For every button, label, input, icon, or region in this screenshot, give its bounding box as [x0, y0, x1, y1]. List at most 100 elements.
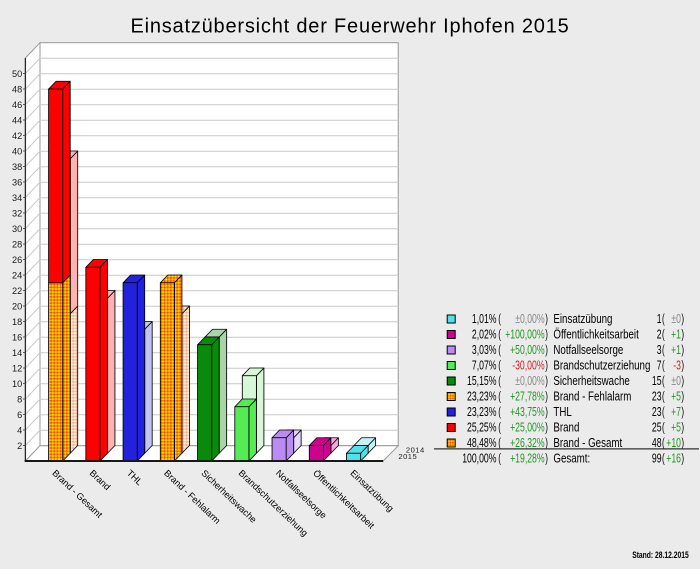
svg-text:32: 32	[12, 209, 22, 219]
svg-text:24: 24	[12, 271, 22, 281]
svg-text:30: 30	[12, 224, 22, 234]
svg-text:3,03%: 3,03%	[472, 343, 497, 357]
svg-text:(: (	[662, 343, 665, 357]
svg-text:26: 26	[12, 255, 22, 265]
svg-text:(: (	[498, 358, 501, 372]
svg-text:48: 48	[652, 436, 662, 450]
svg-text:23,23%: 23,23%	[467, 405, 497, 419]
svg-text:Brand - Fehlalarm: Brand - Fehlalarm	[553, 389, 631, 403]
svg-text:8: 8	[17, 395, 22, 405]
svg-text:25: 25	[652, 420, 662, 434]
svg-text:23: 23	[652, 405, 662, 419]
svg-text:18: 18	[12, 317, 22, 327]
svg-text:+1: +1	[671, 343, 681, 357]
svg-text:6: 6	[17, 410, 22, 420]
svg-text:15,15%: 15,15%	[467, 374, 497, 388]
svg-text:40: 40	[12, 147, 22, 157]
svg-text:99: 99	[652, 452, 662, 466]
svg-text:+27,78%: +27,78%	[510, 389, 545, 403]
svg-text:2014: 2014	[406, 445, 425, 454]
svg-text:Sicherheitswache: Sicherheitswache	[553, 374, 629, 388]
svg-text:(: (	[662, 420, 665, 434]
svg-text:Einsatzübersicht der Feuerwehr: Einsatzübersicht der Feuerwehr Iphofen 2…	[130, 16, 569, 38]
svg-text:50: 50	[12, 69, 22, 79]
svg-text:3: 3	[657, 343, 662, 357]
svg-text:(: (	[498, 436, 501, 450]
svg-text:12: 12	[12, 364, 22, 374]
svg-text:+26,32%: +26,32%	[510, 436, 545, 450]
svg-text:): )	[681, 436, 684, 450]
svg-text:+50,00%: +50,00%	[510, 343, 545, 357]
svg-text:): )	[681, 452, 684, 466]
svg-text:+19,28%: +19,28%	[510, 452, 545, 466]
svg-text:+7: +7	[671, 405, 681, 419]
svg-text:Einsatzübung: Einsatzübung	[553, 312, 612, 326]
svg-text:+100,00%: +100,00%	[505, 327, 544, 341]
svg-text:+25,00%: +25,00%	[510, 420, 545, 434]
svg-text:36: 36	[12, 178, 22, 188]
svg-text:Notfallseelsorge: Notfallseelsorge	[553, 343, 623, 357]
svg-text:): )	[681, 312, 684, 326]
svg-text:(: (	[498, 343, 501, 357]
svg-text:+1: +1	[671, 327, 681, 341]
svg-text:28: 28	[12, 240, 22, 250]
svg-text:(: (	[662, 327, 665, 341]
svg-text:): )	[545, 312, 548, 326]
svg-text:): )	[681, 374, 684, 388]
svg-text:): )	[545, 327, 548, 341]
svg-text:48: 48	[12, 85, 22, 95]
svg-text:(: (	[662, 312, 665, 326]
svg-text:): )	[681, 358, 684, 372]
svg-text:Gesamt:: Gesamt:	[553, 452, 590, 466]
svg-text:): )	[545, 405, 548, 419]
svg-text:THL: THL	[553, 405, 571, 419]
svg-text:44: 44	[12, 116, 22, 126]
svg-text:): )	[681, 327, 684, 341]
svg-text:(: (	[662, 452, 665, 466]
svg-text:15: 15	[652, 374, 662, 388]
svg-text:Brandschutzerziehung: Brandschutzerziehung	[553, 358, 650, 372]
svg-text:±0,00%: ±0,00%	[515, 374, 544, 388]
svg-text:(: (	[662, 405, 665, 419]
svg-text:±0: ±0	[671, 312, 681, 326]
svg-text:22: 22	[12, 286, 22, 296]
svg-text:): )	[545, 358, 548, 372]
svg-text:(: (	[498, 312, 501, 326]
svg-text:): )	[545, 436, 548, 450]
svg-text:): )	[681, 343, 684, 357]
svg-text:(: (	[498, 420, 501, 434]
svg-text:): )	[681, 389, 684, 403]
svg-text:): )	[681, 405, 684, 419]
svg-text:): )	[545, 389, 548, 403]
svg-text:+5: +5	[671, 389, 681, 403]
svg-text:(: (	[662, 389, 665, 403]
svg-text:2: 2	[17, 441, 22, 451]
svg-text:100,00%: 100,00%	[462, 452, 496, 466]
svg-text:Öffentlichkeitsarbeit: Öffentlichkeitsarbeit	[553, 327, 639, 341]
svg-text:(: (	[662, 358, 665, 372]
svg-text:14: 14	[12, 348, 22, 358]
svg-text:): )	[545, 420, 548, 434]
svg-text:+16: +16	[666, 452, 681, 466]
svg-text:±0: ±0	[671, 374, 681, 388]
svg-text:48,48%: 48,48%	[467, 436, 497, 450]
svg-text:46: 46	[12, 100, 22, 110]
svg-text:10: 10	[12, 379, 22, 389]
svg-text:(: (	[498, 389, 501, 403]
svg-text:-3: -3	[673, 358, 681, 372]
svg-text:34: 34	[12, 193, 22, 203]
svg-text:2,02%: 2,02%	[472, 327, 497, 341]
svg-text:1,01%: 1,01%	[472, 312, 497, 326]
svg-text:25,25%: 25,25%	[467, 420, 497, 434]
svg-text:16: 16	[12, 333, 22, 343]
svg-text:7: 7	[657, 358, 662, 372]
svg-text:-30,00%: -30,00%	[512, 358, 544, 372]
svg-text:+5: +5	[671, 420, 681, 434]
svg-text:38: 38	[12, 162, 22, 172]
svg-text:(: (	[662, 374, 665, 388]
svg-text:(: (	[498, 374, 501, 388]
svg-text:): )	[681, 420, 684, 434]
svg-text:): )	[545, 452, 548, 466]
svg-text:(: (	[662, 436, 665, 450]
svg-text:(: (	[498, 452, 501, 466]
